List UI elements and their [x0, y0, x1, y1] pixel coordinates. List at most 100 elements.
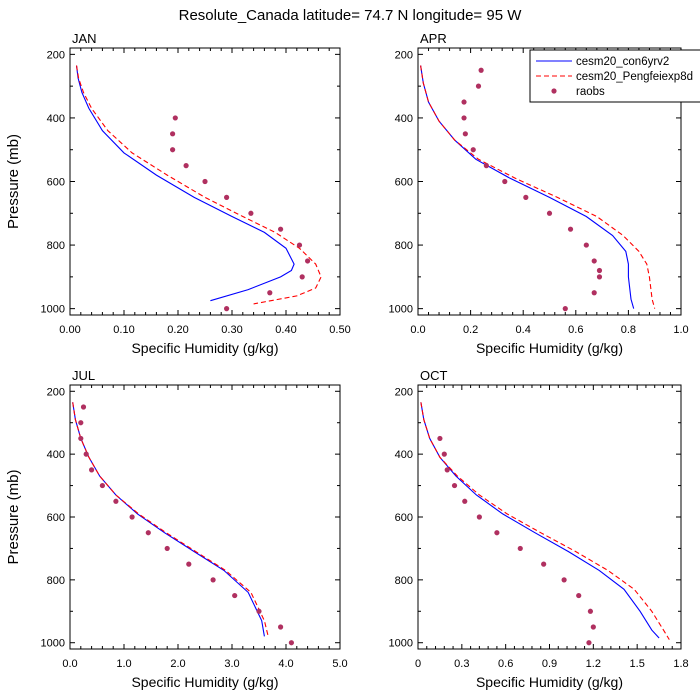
panel-oct-raobs-point — [561, 577, 567, 583]
panel-apr-raobs-point — [546, 210, 553, 216]
panel-jul-xtick-label: 2.0 — [170, 658, 185, 670]
panel-jan: JAN 0.00 0.10 0.20 0.30 0.40 0.50 200 400 600 800 1… — [5, 31, 351, 356]
panel-apr-xtick-label: 0.0 — [410, 324, 425, 336]
panel-jan-raobs-point — [296, 242, 303, 248]
panel-oct-ytick-label: 600 — [395, 512, 413, 524]
panel-jan-raobs-point — [267, 290, 273, 296]
panel-jan-ytick-label: 600 — [47, 177, 65, 189]
panel-apr-raobs-point — [591, 258, 597, 264]
panel-apr-xtick-label: 1.0 — [673, 324, 688, 336]
panel-oct-xlabel: Specific Humidity (g/kg) — [476, 674, 623, 690]
panel-apr-raobs-point — [478, 67, 484, 73]
panel-jul-xtick-label: 1.0 — [116, 658, 131, 670]
panel-apr-label: APR — [420, 31, 447, 46]
panel-apr-cesm20-pengfeiexp8d-line — [420, 65, 656, 309]
panel-jul-raobs-point — [288, 640, 294, 646]
panel-jul-raobs-point — [145, 530, 151, 536]
panel-apr-ytick-label: 200 — [395, 49, 413, 61]
panel-oct-raobs-point — [451, 482, 458, 489]
panel-jan-ytick-label: 200 — [47, 49, 65, 61]
panel-jan-xtick-label: 0.00 — [59, 324, 80, 336]
panel-jul: JUL 0.0 1.0 2.0 3.0 4.0 5.0 200 400 600 800 1000 Spe… — [5, 368, 348, 690]
panel-jan-raobs-point — [248, 210, 254, 216]
panel-oct-raobs-point — [494, 530, 500, 536]
panel-jul-raobs-point — [78, 420, 84, 426]
panel-apr-raobs-point — [591, 290, 597, 296]
panel-jan-plot-area — [75, 65, 322, 312]
panel-jul-raobs-point — [113, 498, 119, 504]
panel-jan-raobs-point — [172, 115, 178, 121]
legend-cesm20-con6yrv2-label: cesm20_con6yrv2 — [576, 56, 669, 68]
panel-oct-xtick-label: 0.6 — [498, 658, 513, 670]
panel-apr-raobs-point — [461, 115, 467, 121]
panel-apr-raobs-point — [596, 267, 603, 274]
panel-jan-xtick-label: 0.40 — [275, 324, 296, 336]
panel-jul-label: JUL — [72, 368, 95, 383]
panel-apr-raobs-point — [475, 83, 482, 89]
legend-raobs-marker — [551, 88, 557, 94]
panel-jul-raobs-point — [210, 577, 216, 583]
panel-jul-xtick-label: 3.0 — [224, 658, 239, 670]
panel-jan-raobs-point — [305, 258, 311, 264]
panel-jul-xtick-label: 0.0 — [62, 658, 77, 670]
panel-oct-cesm20-pengfeiexp8d-line — [420, 402, 670, 640]
panel-oct-raobs-point — [586, 640, 592, 646]
panel-apr-raobs-point — [562, 306, 568, 312]
panel-jul-raobs-point — [83, 451, 89, 457]
panel-jan-raobs-point — [224, 306, 230, 312]
panel-apr-ytick-label: 600 — [395, 177, 413, 189]
panel-apr-raobs-point — [567, 226, 574, 232]
panel-jul-raobs-point — [186, 561, 192, 567]
panel-apr-raobs-point — [502, 178, 508, 185]
panel-oct-raobs-point — [517, 545, 523, 552]
panel-oct-raobs-point — [476, 514, 482, 520]
panel-apr-xtick-label: 0.6 — [568, 324, 583, 336]
panel-jul-raobs-point — [278, 624, 284, 630]
panel-oct-plot-area — [420, 402, 670, 646]
panel-jul-ytick-label: 200 — [47, 386, 65, 398]
panel-jan-raobs-point — [278, 226, 284, 232]
panel-jan-raobs-point — [183, 163, 189, 169]
panel-oct-label: OCT — [420, 368, 448, 383]
panel-jan-label: JAN — [72, 31, 97, 46]
panel-jan-raobs-point — [170, 131, 176, 137]
panel-jul-raobs-point — [78, 435, 84, 442]
panel-jan-ylabel: Pressure (mb) — [5, 134, 22, 229]
panel-apr-ytick-label: 1000 — [389, 304, 413, 316]
panel-jul-plot-area — [72, 402, 294, 646]
panel-oct-cesm20-con6yrv2-line — [420, 402, 660, 639]
figure-title: Resolute_Canada latitude= 74.7 N longitu… — [179, 7, 523, 24]
panel-oct-xtick-label: 1.2 — [586, 658, 601, 670]
panel-jul-cesm20-con6yrv2-line — [72, 402, 265, 637]
panel-apr-xtick-label: 0.2 — [463, 324, 478, 336]
panel-jul-ytick-label: 400 — [47, 449, 65, 461]
panel-oct-raobs-point — [541, 561, 547, 567]
panel-oct-raobs-point — [587, 608, 594, 614]
panel-jul-ylabel: Pressure (mb) — [5, 469, 22, 564]
legend-raobs-label: raobs — [576, 86, 605, 98]
panel-oct-ytick-label: 200 — [395, 386, 413, 398]
panel-oct-raobs-point — [444, 467, 450, 473]
panel-apr-raobs-point — [462, 131, 468, 137]
panel-jul-raobs-point — [89, 467, 95, 473]
panel-oct-xtick-label: 1.8 — [673, 658, 688, 670]
panel-apr-raobs-point — [470, 147, 476, 153]
panel-oct-ytick-label: 800 — [395, 575, 413, 587]
panel-apr-plot-area — [420, 65, 656, 312]
panel-oct-raobs-point — [441, 451, 447, 457]
panel-jan-ytick-label: 400 — [47, 113, 65, 125]
panel-apr-raobs-point — [483, 163, 489, 169]
panel-jan-raobs-point — [224, 194, 230, 200]
panel-oct-raobs-point — [576, 592, 582, 599]
panel-apr-xtick-label: 0.8 — [621, 324, 636, 336]
panel-jul-cesm20-pengfeiexp8d-line — [72, 402, 269, 637]
panel-jan-xtick-label: 0.10 — [113, 324, 134, 336]
panel-jan-xtick-label: 0.20 — [167, 324, 188, 336]
panel-jul-xtick-label: 5.0 — [332, 658, 347, 670]
panel-jan-xtick-label: 0.50 — [329, 324, 350, 336]
panel-jul-xtick-label: 4.0 — [278, 658, 293, 670]
panel-jul-raobs-point — [232, 592, 238, 599]
panel-apr-ytick-label: 400 — [395, 113, 413, 125]
